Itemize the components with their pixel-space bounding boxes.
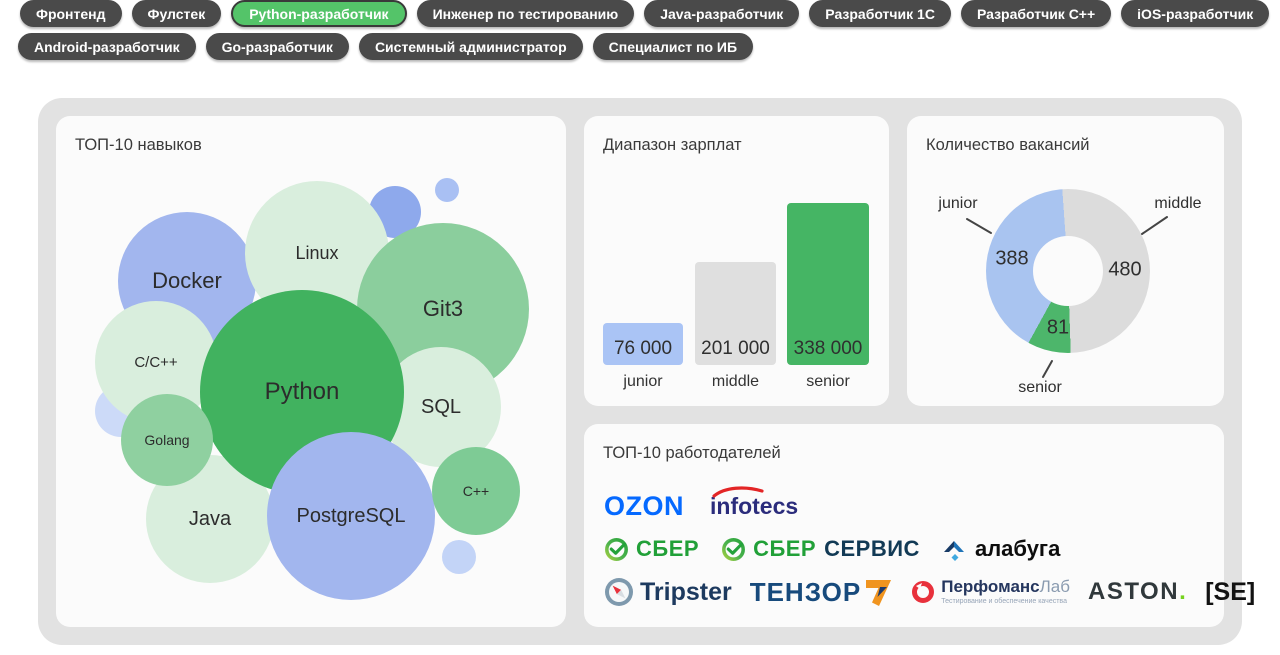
tripster-compass-icon bbox=[605, 578, 633, 606]
donut-label-senior: senior bbox=[1018, 379, 1062, 396]
tenzor-logo: ТЕНЗОР bbox=[750, 576, 894, 608]
vacancies-panel: Количество вакансий 388 480 81 junior mi… bbox=[907, 116, 1224, 406]
filter-chips-row-1: Фронтенд Фулстек Python-разработчик Инженер… bbox=[20, 0, 1270, 27]
filter-chip[interactable]: Специалист по ИБ bbox=[592, 33, 754, 60]
filter-chips-row-2: Android-разработчик Go-разработчик Системн… bbox=[18, 33, 754, 60]
salary-bar-senior: 338 000 bbox=[787, 203, 869, 365]
skill-bubble: C++ bbox=[432, 447, 520, 535]
donut-label-middle: middle bbox=[1154, 195, 1202, 212]
aston-logo: ASTON. bbox=[1088, 578, 1187, 606]
filter-chip[interactable]: Разработчик 1С bbox=[809, 0, 951, 27]
sber-service-text-service: СЕРВИС bbox=[824, 536, 920, 561]
tenzor-text: ТЕНЗОР bbox=[749, 576, 862, 607]
filter-chip[interactable]: Android-разработчик bbox=[18, 33, 196, 60]
vacancies-panel-title: Количество вакансий bbox=[926, 136, 1090, 154]
sber-service-logo: СБЕР СЕРВИС bbox=[721, 536, 920, 562]
sber-text: СБЕР bbox=[636, 536, 700, 561]
filter-chip[interactable]: Разработчик C++ bbox=[960, 0, 1112, 27]
skills-panel-title: ТОП-10 навыков bbox=[75, 136, 202, 154]
filter-chip[interactable]: Java-разработчик bbox=[644, 0, 800, 27]
infotecs-text: infotecs bbox=[710, 492, 799, 519]
filter-chip-selected[interactable]: Python-разработчик bbox=[231, 0, 407, 27]
donut-value-middle: 480 bbox=[1108, 258, 1142, 281]
salary-bar-category: junior bbox=[623, 373, 663, 390]
sber-service-text-sber: СБЕР bbox=[753, 536, 817, 561]
salary-bar-category: middle bbox=[711, 373, 760, 390]
tripster-text: Tripster bbox=[640, 577, 732, 606]
aston-text: ASTON bbox=[1087, 578, 1180, 605]
sber-check-icon bbox=[722, 537, 746, 561]
salary-bar-value: 76 000 bbox=[613, 338, 673, 359]
filter-chip[interactable]: Фронтенд bbox=[20, 0, 122, 27]
dashboard-board: ТОП-10 навыков Docker Linux Git3 C/C++ SQL Ja… bbox=[38, 98, 1255, 645]
performancelab-name: ПерфомансЛаб bbox=[941, 578, 1070, 596]
salary-panel-title: Диапазон зарплат bbox=[603, 136, 742, 154]
employers-panel: ТОП-10 работодателей OZON infotecs СБЕР bbox=[584, 424, 1255, 627]
alabuga-logo: алабуга bbox=[942, 536, 1060, 562]
vacancies-donut-chart bbox=[986, 189, 1150, 353]
employers-panel-title: ТОП-10 работодателей bbox=[603, 444, 781, 462]
employers-row-2: СБЕР СБЕР СЕРВИС алабуга bbox=[604, 532, 1060, 566]
performancelab-subtitle: Тестирование и обеспечение качества bbox=[941, 598, 1067, 606]
performancelab-logo: ПерфомансЛаб Тестирование и обеспечение … bbox=[911, 578, 1070, 605]
skills-panel: ТОП-10 навыков Docker Linux Git3 C/C++ SQL Ja… bbox=[56, 116, 566, 627]
salary-bar-junior: 76 000 bbox=[603, 323, 683, 365]
infotecs-logo: infotecs bbox=[710, 485, 799, 520]
skills-bubble-chart: Docker Linux Git3 C/C++ SQL Java Python Golang P… bbox=[56, 116, 566, 627]
skill-bubble: PostgreSQL bbox=[267, 432, 435, 600]
salary-bar-value: 201 000 bbox=[701, 338, 770, 359]
ozon-logo: OZON bbox=[604, 490, 684, 521]
aston-dot: . bbox=[1179, 578, 1188, 605]
filter-chip[interactable]: Системный администратор bbox=[358, 33, 583, 60]
filter-chip[interactable]: Go-разработчик bbox=[205, 33, 349, 60]
sber-check-icon bbox=[605, 537, 628, 561]
donut-value-senior: 81 bbox=[1046, 316, 1070, 339]
performancelab-ring-icon bbox=[912, 581, 935, 603]
employers-row-1: OZON infotecs bbox=[604, 485, 799, 526]
sber-logo: СБЕР bbox=[604, 536, 699, 562]
infotecs-arc-icon bbox=[712, 485, 764, 498]
alabuga-chevron-icon bbox=[943, 541, 964, 561]
donut-hole bbox=[1033, 236, 1103, 306]
decor-circle bbox=[435, 178, 459, 202]
salary-bar-chart: 76 000 junior 201 000 middle 338 000 senior bbox=[584, 116, 889, 406]
filter-chip[interactable]: Инженер по тестированию bbox=[416, 0, 635, 27]
salary-bar-middle: 201 000 bbox=[695, 262, 776, 365]
alabuga-text: алабуга bbox=[974, 536, 1061, 561]
salary-panel: Диапазон зарплат 76 000 junior 201 000 midd… bbox=[584, 116, 889, 406]
filter-chip[interactable]: Фулстек bbox=[131, 0, 222, 27]
decor-circle bbox=[442, 540, 476, 574]
donut-value-junior: 388 bbox=[995, 247, 1029, 270]
salary-bar-category: senior bbox=[806, 373, 850, 390]
skill-bubble: Golang bbox=[121, 394, 213, 486]
donut-label-junior: junior bbox=[938, 195, 978, 212]
performancelab-name-main: Перфоманс bbox=[941, 577, 1040, 597]
tenzor-seven-icon bbox=[866, 580, 892, 606]
performancelab-name-suffix: Лаб bbox=[1039, 577, 1070, 597]
se-logo: [SE] bbox=[1205, 577, 1256, 606]
salary-bar-value: 338 000 bbox=[793, 338, 863, 359]
performancelab-text: ПерфомансЛаб Тестирование и обеспечение … bbox=[941, 578, 1070, 605]
tripster-logo: Tripster bbox=[604, 577, 732, 607]
employers-row-3: Tripster ТЕНЗОР ПерфомансЛаб bbox=[604, 574, 1255, 610]
filter-chip[interactable]: iOS-разработчик bbox=[1121, 0, 1270, 27]
